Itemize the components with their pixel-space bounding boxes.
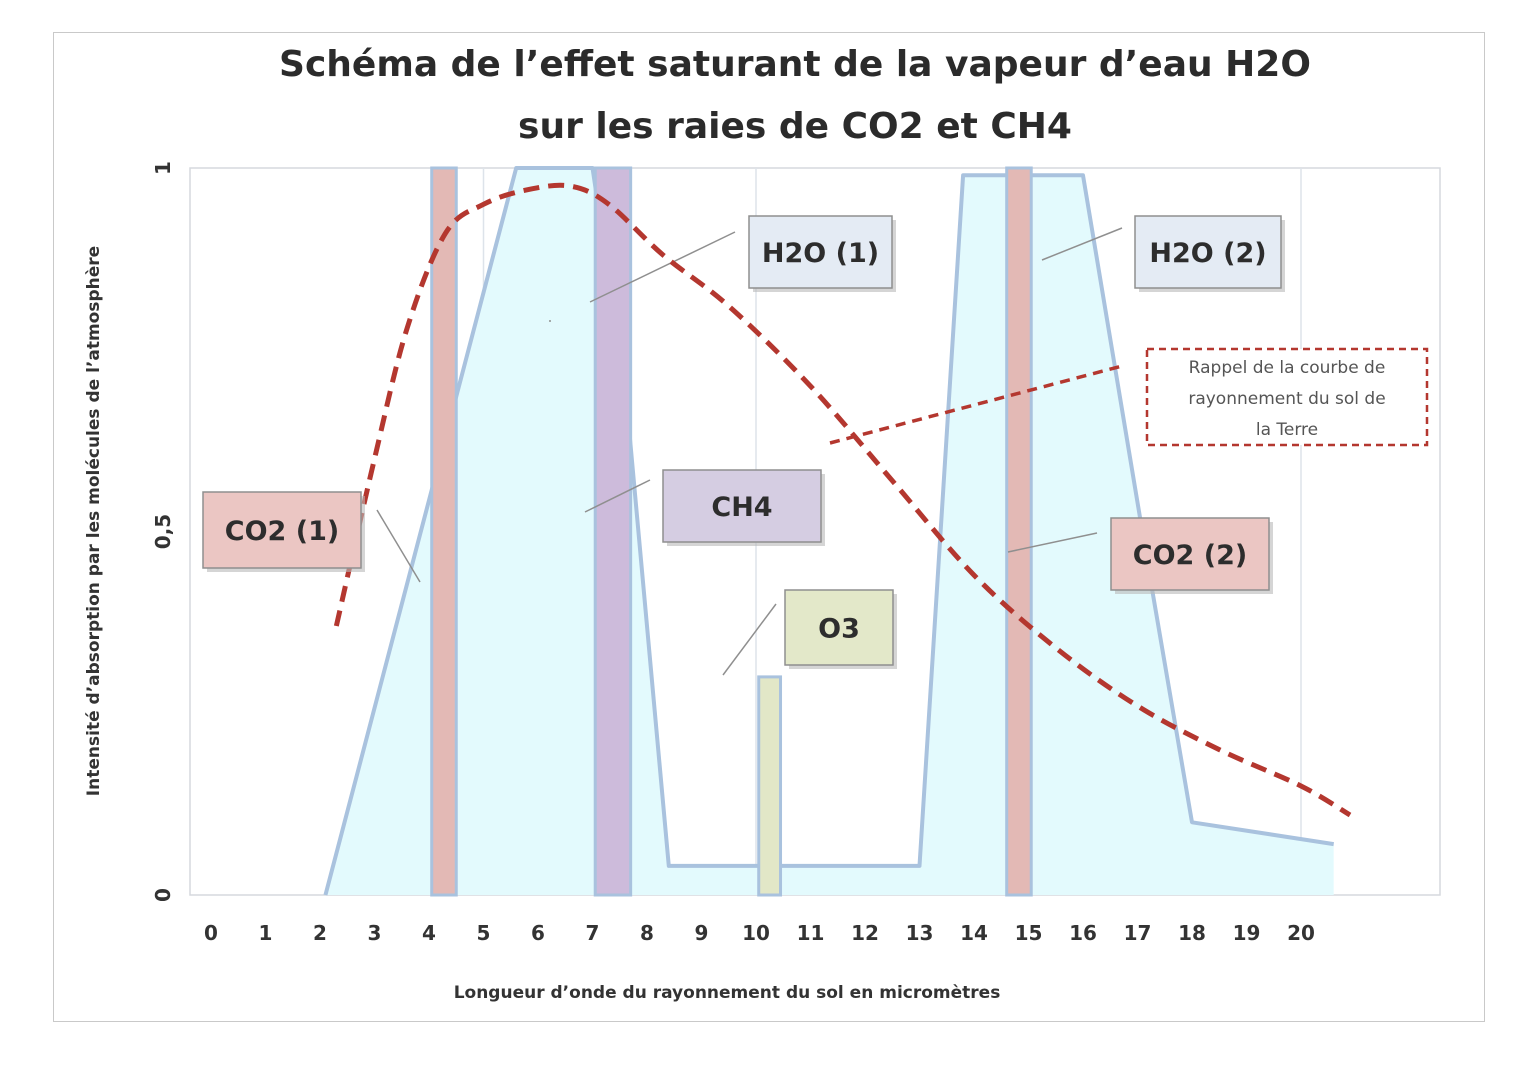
y-tick-0: 0	[151, 888, 175, 902]
label-box-o3	[784, 589, 894, 666]
conn-h2o2	[1041, 227, 1123, 261]
label-box-ch4	[662, 469, 822, 543]
x-tick-5: 5	[477, 921, 491, 945]
label-box-h2o2	[1134, 215, 1282, 289]
x-tick-6: 6	[531, 921, 545, 945]
title-line-2: sur les raies de CO2 et CH4	[518, 106, 1072, 147]
earth-emission-layer	[333, 182, 1352, 818]
x-tick-20: 20	[1287, 921, 1315, 945]
label-text-co2a: CO2 (1)	[225, 516, 339, 547]
x-tick-3: 3	[368, 921, 382, 945]
conn-co2a	[376, 509, 421, 583]
x-tick-18: 18	[1178, 921, 1206, 945]
band-co2-2	[1005, 166, 1033, 897]
x-tick-11: 11	[797, 921, 825, 945]
h2o-absorption-line	[323, 166, 1335, 896]
absorption-bands	[430, 166, 1033, 897]
label-h2o1: H2O (1)	[748, 215, 896, 292]
x-axis-label: Longueur d’onde du rayonnement du sol en…	[454, 983, 1001, 1003]
x-tick-17: 17	[1124, 921, 1152, 945]
x-tick-4: 4	[422, 921, 436, 945]
band-labels: H2O (1) H2O (2) CO2 (1) CH4 CO2 (2) O3	[202, 215, 1285, 669]
label-o3: O3	[784, 589, 897, 669]
chart-title: Schéma de l’effet saturant de la vapeur …	[279, 44, 1311, 147]
conn-h2o1	[589, 231, 736, 303]
x-tick-10: 10	[742, 921, 770, 945]
x-tick-13: 13	[906, 921, 934, 945]
emission-callout: Rappel de la courbe de rayonnement du so…	[1145, 347, 1429, 447]
label-connectors	[376, 227, 1123, 676]
conn-o3	[722, 603, 777, 676]
label-ch4: CH4	[662, 469, 825, 546]
label-text-ch4: CH4	[711, 492, 772, 523]
title-line-1: Schéma de l’effet saturant de la vapeur …	[279, 44, 1311, 85]
h2o-absorption-area	[325, 168, 1334, 895]
label-text-h2o1: H2O (1)	[762, 238, 879, 269]
x-tick-7: 7	[586, 921, 600, 945]
label-text-h2o2: H2O (2)	[1149, 238, 1266, 269]
h2o-absorption-layer	[323, 166, 1335, 896]
callout-box	[1145, 347, 1429, 447]
x-tick-12: 12	[851, 921, 879, 945]
label-co2b: CO2 (2)	[1110, 517, 1273, 594]
band-co2-1	[430, 166, 458, 897]
x-tick-16: 16	[1069, 921, 1097, 945]
x-tick-8: 8	[640, 921, 654, 945]
label-box-co2a	[202, 491, 362, 569]
y-axis-label: Intensité d’absorption par les molécules…	[84, 246, 104, 796]
x-tick-0: 0	[204, 921, 218, 945]
y-tick-2: 1	[151, 161, 175, 175]
x-tick-2: 2	[313, 921, 327, 945]
callout-line-1: Rappel de la courbe de	[1189, 358, 1386, 378]
band-ch4	[593, 166, 633, 897]
x-tick-19: 19	[1233, 921, 1261, 945]
y-tick-1: 0,5	[151, 514, 175, 549]
conn-ch4	[584, 479, 651, 513]
conn-co2b	[1007, 532, 1098, 553]
earth-emission-curve	[333, 182, 1352, 818]
label-text-co2b: CO2 (2)	[1133, 540, 1247, 571]
label-h2o2: H2O (2)	[1134, 215, 1285, 292]
x-tick-14: 14	[960, 921, 988, 945]
band-o3	[757, 675, 783, 897]
x-tick-1: 1	[259, 921, 273, 945]
callout-line-2: rayonnement du sol de	[1188, 389, 1385, 409]
x-tick-9: 9	[695, 921, 709, 945]
x-tick-15: 15	[1015, 921, 1043, 945]
callout-line-3: la Terre	[1256, 420, 1318, 440]
label-co2a: CO2 (1)	[202, 491, 365, 572]
label-text-o3: O3	[818, 614, 860, 645]
label-box-co2b	[1110, 517, 1270, 591]
label-box-h2o1	[748, 215, 893, 289]
